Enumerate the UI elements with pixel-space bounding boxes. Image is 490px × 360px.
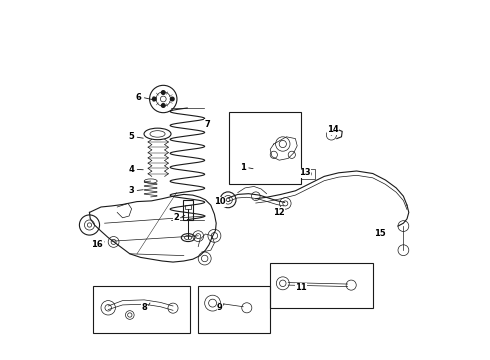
Text: 5: 5 <box>129 132 135 141</box>
Text: 2: 2 <box>173 213 179 222</box>
Circle shape <box>171 97 174 101</box>
Text: 4: 4 <box>129 165 135 174</box>
Text: 13: 13 <box>298 168 310 177</box>
Bar <box>301 169 315 179</box>
Text: 15: 15 <box>374 230 386 239</box>
Bar <box>185 205 191 209</box>
Text: 9: 9 <box>217 303 222 312</box>
Text: 6: 6 <box>136 93 142 102</box>
Bar <box>183 200 193 220</box>
Circle shape <box>162 91 165 94</box>
Text: 8: 8 <box>141 303 147 312</box>
Text: 3: 3 <box>129 186 134 195</box>
Text: 12: 12 <box>273 208 285 217</box>
Circle shape <box>152 97 156 101</box>
Bar <box>93 286 190 333</box>
Circle shape <box>162 104 165 107</box>
Bar <box>229 112 301 184</box>
Text: 16: 16 <box>92 240 103 249</box>
Bar <box>270 263 373 308</box>
Text: 10: 10 <box>214 197 225 206</box>
Bar <box>198 286 270 333</box>
Text: 1: 1 <box>240 163 246 172</box>
Text: 14: 14 <box>327 125 339 134</box>
Text: 11: 11 <box>295 284 307 292</box>
Text: 7: 7 <box>204 120 210 129</box>
